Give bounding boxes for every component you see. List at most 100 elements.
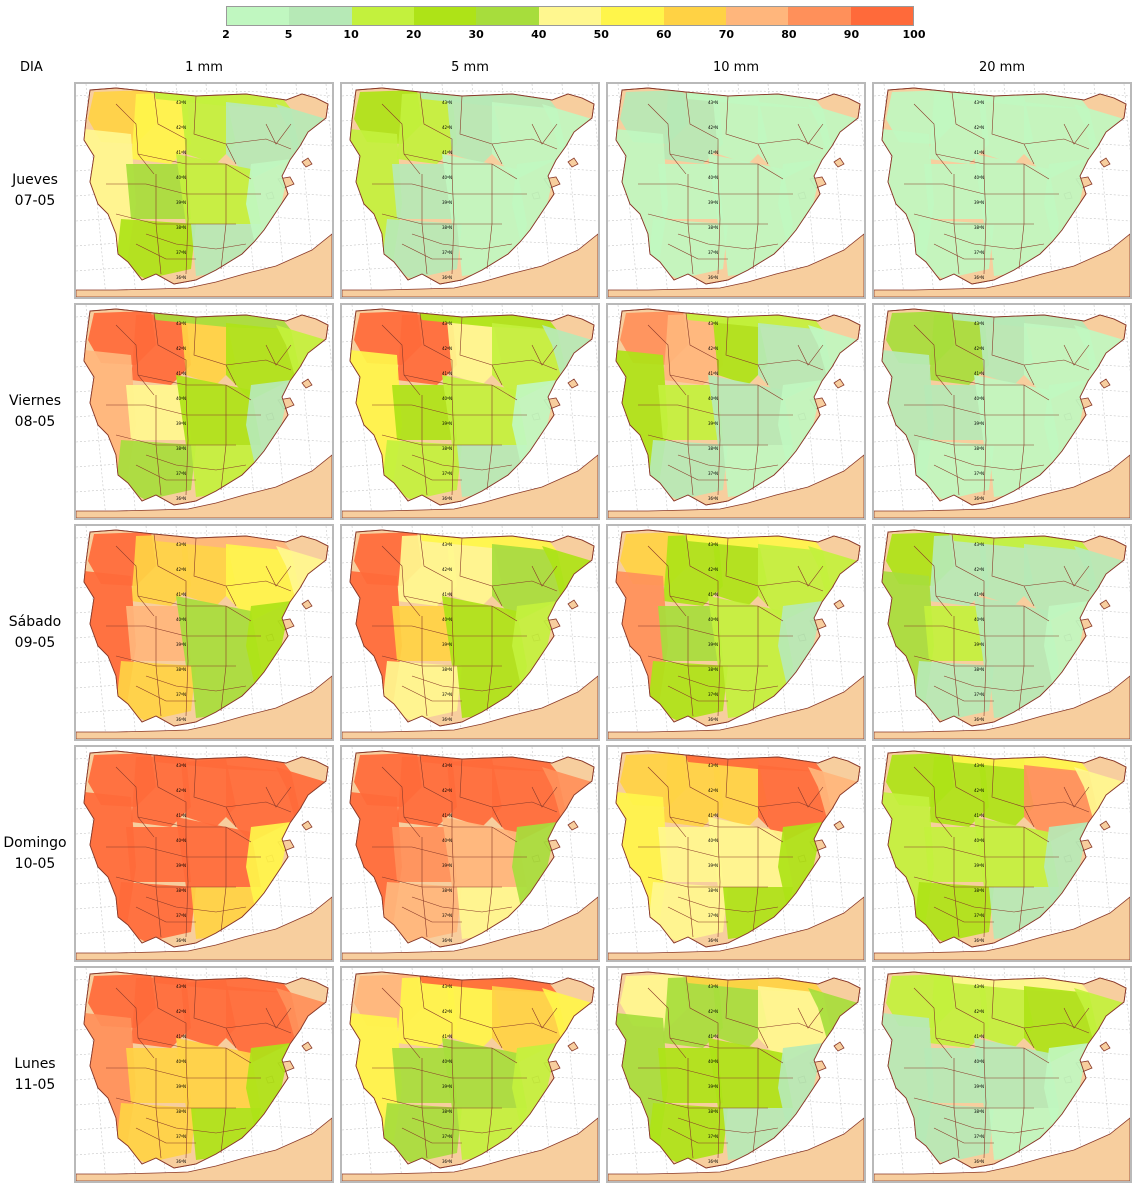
province-border <box>953 174 960 275</box>
latitude-label: 39ºN <box>974 200 984 205</box>
latitude-label: 37ºN <box>708 692 718 697</box>
latitude-label: 39ºN <box>708 421 718 426</box>
region-castilla_leon_e <box>979 759 1034 827</box>
region-castilla_leon_w <box>131 313 191 385</box>
province-border <box>913 766 953 838</box>
north-africa <box>342 233 598 297</box>
legend-swatch <box>289 7 352 25</box>
legend-swatch <box>663 7 726 25</box>
province-border <box>381 876 502 888</box>
province-border <box>220 606 227 712</box>
balearic-island <box>301 1041 313 1052</box>
probability-field <box>84 751 326 942</box>
row-label-day-4: Domingo 10-05 <box>0 833 70 875</box>
legend-swatch <box>414 7 477 25</box>
legend-swatch <box>725 7 789 25</box>
region-extremadura <box>392 827 457 882</box>
province-border <box>667 1127 728 1144</box>
region-extremadura <box>658 827 723 882</box>
iberia-map: 43ºN 42ºN 41ºN 40ºN 39ºN 38ºN 37ºN 36ºN <box>76 747 332 960</box>
region-andalucia_w <box>382 661 462 721</box>
province-border <box>491 359 558 371</box>
region-castilla_leon_w <box>663 313 723 385</box>
region-castilla_leon_e <box>979 96 1034 164</box>
province-border <box>419 312 453 395</box>
latitude-label: 43ºN <box>442 321 452 326</box>
iberia-map: 43ºN 42ºN 41ºN 40ºN 39ºN 38ºN 37ºN 36ºN <box>874 747 1130 960</box>
province-border <box>913 1097 1034 1109</box>
province-border <box>145 896 247 913</box>
province-border <box>647 324 687 396</box>
legend-swatch <box>538 7 602 25</box>
legend-tick-label: 90 <box>843 28 860 41</box>
region-andalucia_w <box>116 661 196 721</box>
latitude-label: 36ºN <box>442 496 452 501</box>
latitude-label: 41ºN <box>974 592 984 597</box>
latitude-label: 42ºN <box>974 346 984 351</box>
latitude-label: 37ºN <box>974 250 984 255</box>
latitude-label: 42ºN <box>974 1009 984 1014</box>
province-border <box>991 758 1035 828</box>
north-africa <box>76 896 332 960</box>
province-border <box>372 846 527 858</box>
province-border <box>401 243 462 260</box>
latitude-label: 42ºN <box>442 346 452 351</box>
latitude-label: 41ºN <box>708 150 718 155</box>
latitude-label: 36ºN <box>708 717 718 722</box>
province-border <box>943 896 1045 913</box>
province-border <box>638 404 793 416</box>
probability-map-09-05-3: 43ºN 42ºN 41ºN 40ºN 39ºN 38ºN 37ºN 36ºN <box>872 524 1132 741</box>
province-border <box>451 1057 455 1159</box>
latitude-label: 38ºN <box>442 888 452 893</box>
province-border <box>953 1058 960 1159</box>
north-africa <box>76 1117 332 1181</box>
latitude-label: 39ºN <box>442 642 452 647</box>
iberia-map: 43ºN 42ºN 41ºN 40ºN 39ºN 38ºN 37ºN 36ºN <box>342 84 598 297</box>
province-border <box>153 91 187 174</box>
probability-map-10-05-1: 43ºN 42ºN 41ºN 40ºN 39ºN 38ºN 37ºN 36ºN <box>340 745 600 962</box>
province-border <box>421 174 428 275</box>
region-ebro <box>1024 765 1099 842</box>
latitude-label: 43ºN <box>176 763 186 768</box>
iberia-map: 43ºN 42ºN 41ºN 40ºN 39ºN 38ºN 37ºN 36ºN <box>76 526 332 739</box>
region-ebro <box>492 986 567 1063</box>
province-border <box>421 616 428 717</box>
region-extremadura <box>126 385 191 440</box>
region-extremadura <box>924 606 989 661</box>
region-ebro <box>492 102 567 179</box>
header-1mm: 1 mm <box>185 60 223 75</box>
latitude-label: 38ºN <box>442 446 452 451</box>
province-border <box>1023 359 1090 371</box>
balearic-island <box>567 599 579 610</box>
latitude-label: 37ºN <box>442 913 452 918</box>
latitude-label: 43ºN <box>442 542 452 547</box>
province-border <box>1018 164 1025 270</box>
province-border <box>669 1037 784 1064</box>
province-border <box>667 243 728 260</box>
region-castilla_mancha <box>708 375 793 445</box>
legend-swatch <box>227 7 290 25</box>
region-castilla_leon_w <box>663 755 723 827</box>
region-andalucia_w <box>116 219 196 279</box>
north-africa <box>874 896 1130 960</box>
province-border <box>983 394 987 496</box>
latitude-label: 38ºN <box>974 667 984 672</box>
region-castilla_mancha <box>176 375 261 445</box>
row-label-day-5: Lunes 11-05 <box>0 1054 70 1096</box>
region-levante <box>512 159 557 249</box>
province-border <box>717 1057 721 1159</box>
province-border <box>638 183 793 195</box>
latitude-label: 40ºN <box>708 1059 718 1064</box>
region-castilla_mancha <box>974 596 1059 666</box>
legend-tick-label: 40 <box>531 28 547 41</box>
province-border <box>153 312 187 395</box>
region-castilla_mancha <box>442 154 527 224</box>
province-border <box>531 123 558 145</box>
province-border <box>137 1037 252 1064</box>
region-levante <box>1044 380 1089 470</box>
latitude-label: 43ºN <box>974 984 984 989</box>
province-border <box>913 655 1034 667</box>
probability-map-07-05-1: 43ºN 42ºN 41ºN 40ºN 39ºN 38ºN 37ºN 36ºN <box>340 82 600 299</box>
balearic-island <box>567 157 579 168</box>
latitude-label: 42ºN <box>176 125 186 130</box>
